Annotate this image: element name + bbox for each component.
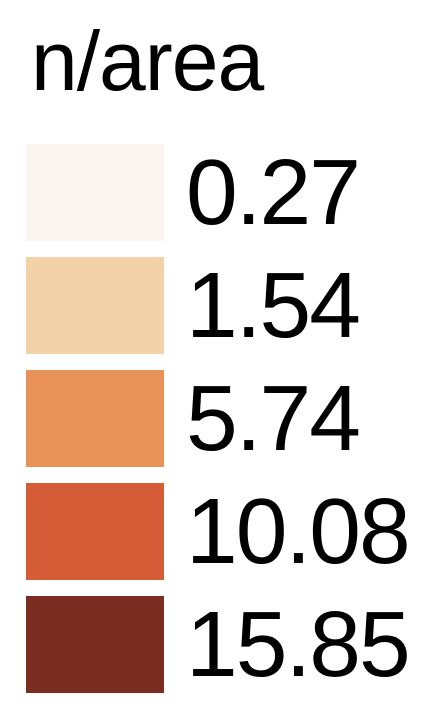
legend-item: 0.27	[26, 144, 426, 241]
legend-item: 10.08	[26, 483, 426, 580]
legend-swatch	[26, 257, 164, 354]
legend-item: 1.54	[26, 257, 426, 354]
legend-label: 15.85	[186, 592, 411, 696]
legend-label: 10.08	[186, 479, 411, 583]
legend-label: 0.27	[186, 140, 361, 244]
legend-swatch	[26, 596, 164, 693]
legend-swatch	[26, 144, 164, 241]
legend-items: 0.27 1.54 5.74 10.08 15.85	[26, 144, 426, 709]
legend-swatch	[26, 483, 164, 580]
legend-item: 15.85	[26, 596, 426, 693]
legend-item: 5.74	[26, 370, 426, 467]
legend-title: n/area	[31, 14, 264, 108]
legend-swatch	[26, 370, 164, 467]
legend-label: 5.74	[186, 366, 361, 470]
legend-label: 1.54	[186, 253, 361, 357]
